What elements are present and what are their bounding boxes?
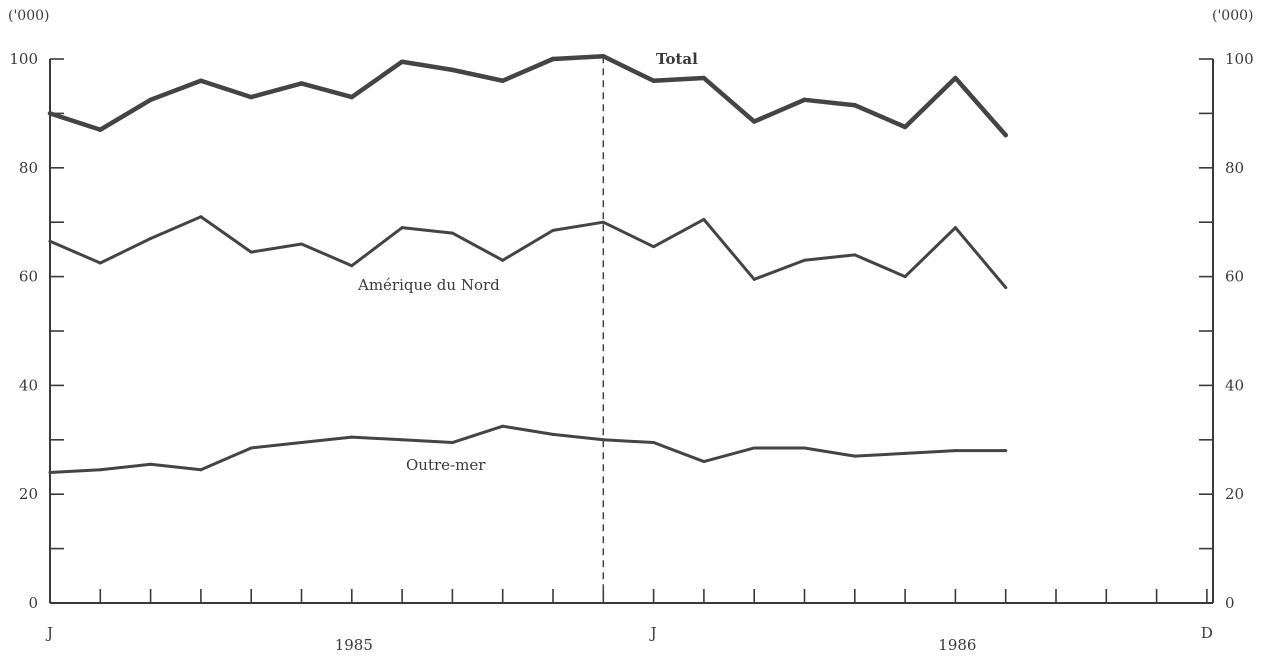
data-point: [350, 264, 354, 268]
data-point: [1004, 449, 1008, 453]
data-point: [148, 97, 153, 103]
data-point: [903, 451, 907, 455]
x-tick-label: J: [45, 624, 53, 642]
data-point: [802, 97, 807, 103]
data-point: [752, 446, 756, 450]
data-point: [953, 226, 957, 230]
data-point: [98, 127, 103, 132]
data-point: [199, 215, 203, 219]
data-point: [299, 81, 304, 86]
data-point: [853, 454, 857, 458]
x-year-label: 1985: [335, 636, 373, 654]
data-point: [450, 231, 454, 235]
data-point: [300, 242, 303, 246]
x-tick-label: D: [1201, 624, 1213, 642]
data-point: [601, 438, 605, 442]
data-point: [1004, 285, 1008, 289]
data-point: [199, 468, 203, 472]
y-axis-unit-right: ('000): [1212, 8, 1254, 24]
data-point: [953, 449, 957, 453]
y-tick-label-right: 0: [1225, 594, 1235, 612]
data-point: [953, 75, 958, 81]
data-point: [300, 441, 303, 445]
data-point: [803, 446, 806, 450]
data-point: [249, 250, 253, 254]
y-tick-label-left: 80: [19, 159, 38, 177]
y-tick-label-right: 20: [1225, 485, 1244, 503]
series-layer: [47, 54, 1008, 474]
y-tick-label-left: 60: [19, 268, 38, 286]
data-point: [551, 432, 555, 436]
data-point: [701, 75, 707, 81]
x-tick-label: J: [649, 624, 657, 642]
data-point: [501, 258, 505, 262]
data-point: [702, 460, 706, 464]
data-point: [803, 258, 806, 262]
data-point: [450, 441, 454, 445]
y-tick-label-right: 100: [1225, 50, 1254, 68]
data-point: [98, 261, 102, 265]
series-line-1: [48, 215, 1008, 289]
series-label-total: Total: [656, 50, 698, 68]
ticks-layer: 0 0 20 20 40 40 60 60 80 80 100 100 J J D 1985 1986: [9, 50, 1253, 654]
data-point: [48, 239, 52, 243]
data-point: [652, 441, 656, 445]
y-tick-label-right: 60: [1225, 268, 1244, 286]
data-point: [47, 111, 53, 116]
data-point: [903, 275, 907, 279]
y-tick-label-left: 100: [9, 50, 38, 68]
series-label-outre-mer: Outre-mer: [406, 456, 486, 474]
data-point: [902, 124, 908, 130]
data-point: [400, 438, 404, 442]
data-point: [852, 103, 857, 108]
data-point: [1003, 132, 1008, 138]
data-point: [551, 228, 555, 232]
data-point: [350, 435, 354, 439]
series-line-2: [48, 424, 1008, 474]
data-point: [601, 220, 605, 224]
y-tick-label-left: 0: [28, 594, 38, 612]
y-tick-label-left: 20: [19, 485, 38, 503]
data-point: [752, 119, 757, 124]
data-point: [702, 217, 706, 221]
data-point: [249, 94, 254, 100]
data-point: [450, 67, 455, 73]
data-point: [149, 237, 153, 241]
data-point: [500, 78, 505, 83]
x-year-label: 1986: [938, 636, 976, 654]
data-point: [198, 78, 204, 83]
data-point: [550, 56, 556, 62]
data-point: [249, 446, 253, 450]
data-point: [651, 78, 656, 83]
y-tick-label-right: 40: [1225, 376, 1244, 394]
y-axis-unit-left: ('000): [8, 8, 50, 24]
data-point: [48, 470, 52, 474]
data-point: [149, 462, 153, 466]
y-tick-label-right: 80: [1225, 159, 1244, 177]
data-point: [652, 245, 656, 249]
data-point: [601, 54, 606, 59]
data-point: [349, 94, 354, 100]
series-line-0: [47, 54, 1008, 138]
series-label-amerique-du-nord: Amérique du Nord: [357, 276, 500, 294]
data-point: [400, 226, 404, 230]
data-point: [853, 253, 857, 257]
data-point: [752, 277, 756, 281]
data-point: [399, 59, 405, 64]
y-tick-label-left: 40: [19, 376, 38, 394]
data-point: [98, 468, 102, 472]
data-point: [501, 424, 505, 428]
